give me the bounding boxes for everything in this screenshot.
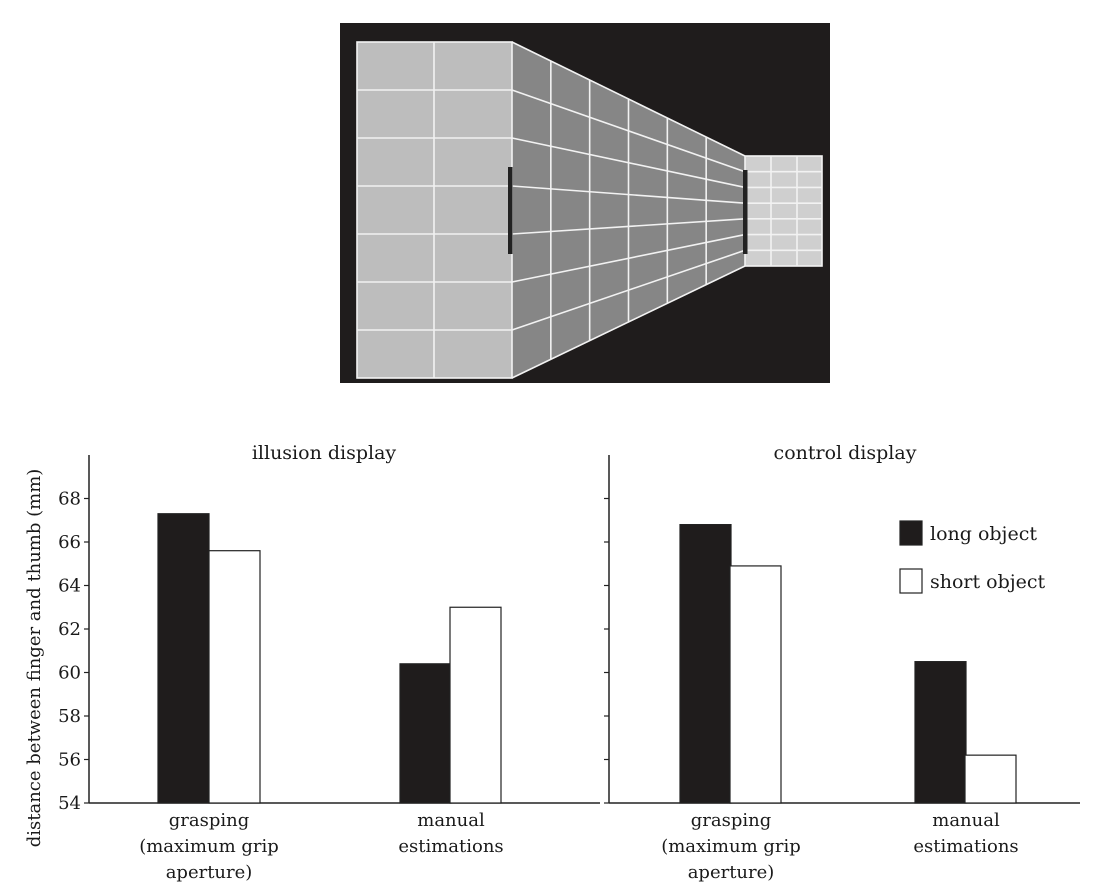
bar-long-object (399, 663, 452, 804)
bar-short-object (208, 550, 261, 804)
illusion-category-labels: grasping (maximum grip aperture) manual esti… (139, 810, 503, 883)
near-object-bar (508, 167, 513, 254)
corridor-illusion-illustration (340, 23, 830, 383)
bar-short-object (729, 565, 782, 804)
bar-long-object (679, 523, 732, 804)
y-axis-label: distance between finger and thumb (mm) (24, 469, 45, 848)
illusion-bars (157, 513, 502, 804)
category-label: (maximum grip (139, 836, 279, 857)
y-tick-label: 54 (58, 793, 81, 814)
illusion-display-panel: illusion display distance between finger… (24, 442, 600, 883)
y-tick-label: 56 (58, 750, 81, 771)
bar-long-object (914, 661, 967, 804)
category-label: estimations (398, 836, 503, 857)
category-label: aperture) (166, 862, 253, 883)
category-label: grasping (169, 810, 250, 831)
y-tick-label: 66 (58, 532, 81, 553)
category-label: grasping (691, 810, 772, 831)
control-y-axis-ticks (604, 455, 1080, 804)
bar-short-object (449, 606, 502, 804)
legend-long-object-swatch (899, 520, 923, 546)
control-display-title: control display (774, 442, 917, 464)
legend-long-object-label: long object (930, 523, 1037, 545)
legend-short-object-label: short object (930, 571, 1046, 593)
y-tick-label: 64 (58, 576, 81, 597)
far-object-bar (743, 170, 748, 254)
y-tick-label: 62 (58, 619, 81, 640)
far-wall (745, 156, 822, 266)
y-axis-ticks: 54 56 58 60 62 64 66 68 (58, 455, 600, 814)
illusion-display-title: illusion display (252, 442, 397, 464)
control-bars (679, 523, 1017, 804)
category-label: manual (932, 810, 1000, 831)
category-label: manual (417, 810, 485, 831)
y-tick-label: 60 (58, 663, 81, 684)
control-category-labels: grasping (maximum grip aperture) manual esti… (661, 810, 1018, 883)
y-tick-label: 68 (58, 489, 81, 510)
legend: long object short object (899, 520, 1046, 594)
bar-long-object (157, 513, 210, 804)
bar-short-object (964, 754, 1017, 804)
legend-short-object-swatch (899, 568, 923, 594)
control-display-panel: control display grasping (maximum grip ape… (604, 442, 1080, 883)
category-label: aperture) (688, 862, 775, 883)
category-label: (maximum grip (661, 836, 801, 857)
category-label: estimations (913, 836, 1018, 857)
y-tick-label: 58 (58, 706, 81, 727)
